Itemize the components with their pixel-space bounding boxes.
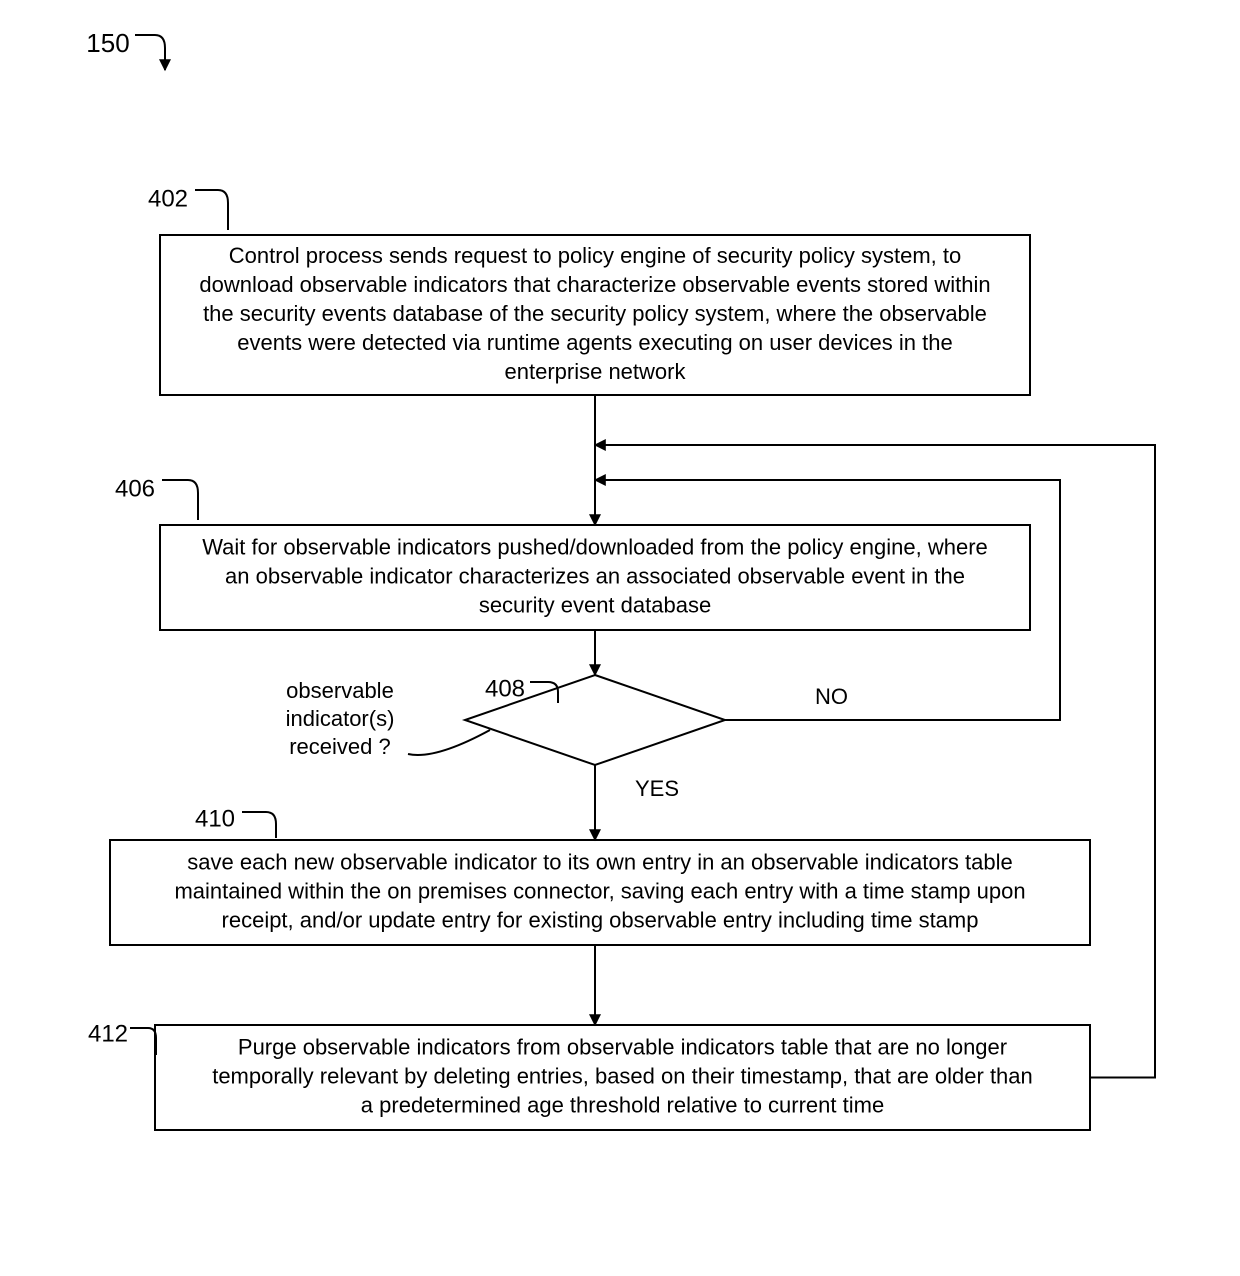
svg-text:YES: YES bbox=[635, 776, 679, 801]
svg-text:enterprise network: enterprise network bbox=[505, 359, 687, 384]
svg-text:Control process sends request: Control process sends request to policy … bbox=[229, 243, 961, 268]
svg-text:observable: observable bbox=[286, 678, 394, 703]
svg-text:an observable indicator charac: an observable indicator characterizes an… bbox=[225, 563, 965, 588]
svg-text:Purge observable indicators fr: Purge observable indicators from observa… bbox=[238, 1034, 1007, 1059]
svg-text:408: 408 bbox=[485, 675, 525, 702]
svg-text:406: 406 bbox=[115, 475, 155, 502]
svg-text:save each new observable indic: save each new observable indicator to it… bbox=[187, 849, 1012, 874]
svg-text:NO: NO bbox=[815, 684, 848, 709]
svg-text:the security events database o: the security events database of the secu… bbox=[203, 301, 987, 326]
svg-text:download observable indicators: download observable indicators that char… bbox=[199, 272, 990, 297]
svg-text:402: 402 bbox=[148, 185, 188, 212]
svg-text:temporally relevant by deletin: temporally relevant by deleting entries,… bbox=[212, 1063, 1033, 1088]
svg-text:security event database: security event database bbox=[479, 592, 711, 617]
svg-text:indicator(s): indicator(s) bbox=[286, 706, 395, 731]
svg-text:150: 150 bbox=[86, 28, 129, 58]
svg-text:410: 410 bbox=[195, 805, 235, 832]
svg-text:events were detected via runti: events were detected via runtime agents … bbox=[237, 330, 952, 355]
svg-text:412: 412 bbox=[88, 1020, 128, 1047]
svg-text:received ?: received ? bbox=[289, 734, 391, 759]
svg-text:receipt, and/or update entry f: receipt, and/or update entry for existin… bbox=[222, 907, 979, 932]
svg-text:a predetermined age threshold: a predetermined age threshold relative t… bbox=[361, 1092, 884, 1117]
svg-text:maintained within the on premi: maintained within the on premises connec… bbox=[174, 878, 1025, 903]
svg-text:Wait for observable indicators: Wait for observable indicators pushed/do… bbox=[202, 534, 988, 559]
